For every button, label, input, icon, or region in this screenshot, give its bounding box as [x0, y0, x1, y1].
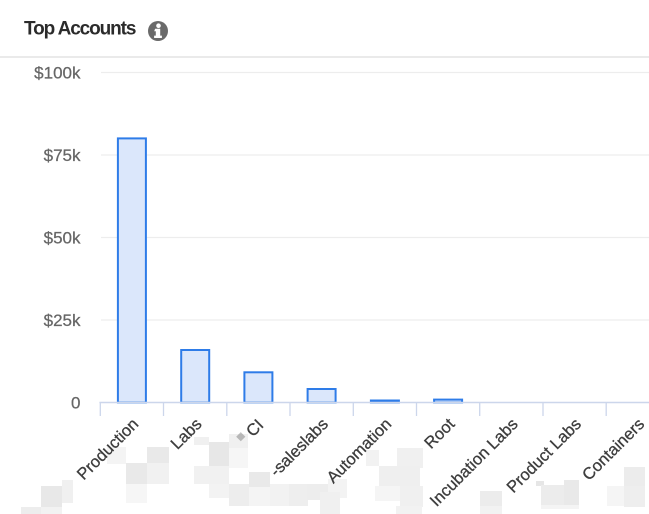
- svg-text:-saleslabs: -saleslabs: [267, 415, 332, 480]
- svg-text:Labs: Labs: [167, 415, 205, 453]
- svg-text:0: 0: [71, 394, 80, 413]
- svg-text:$100k: $100k: [34, 64, 81, 83]
- svg-text:$75k: $75k: [44, 146, 81, 165]
- svg-text:$50k: $50k: [44, 229, 81, 248]
- svg-text:Root: Root: [421, 415, 459, 453]
- svg-text:Top Accounts: Top Accounts: [24, 19, 136, 40]
- svg-text:$25k: $25k: [44, 311, 81, 330]
